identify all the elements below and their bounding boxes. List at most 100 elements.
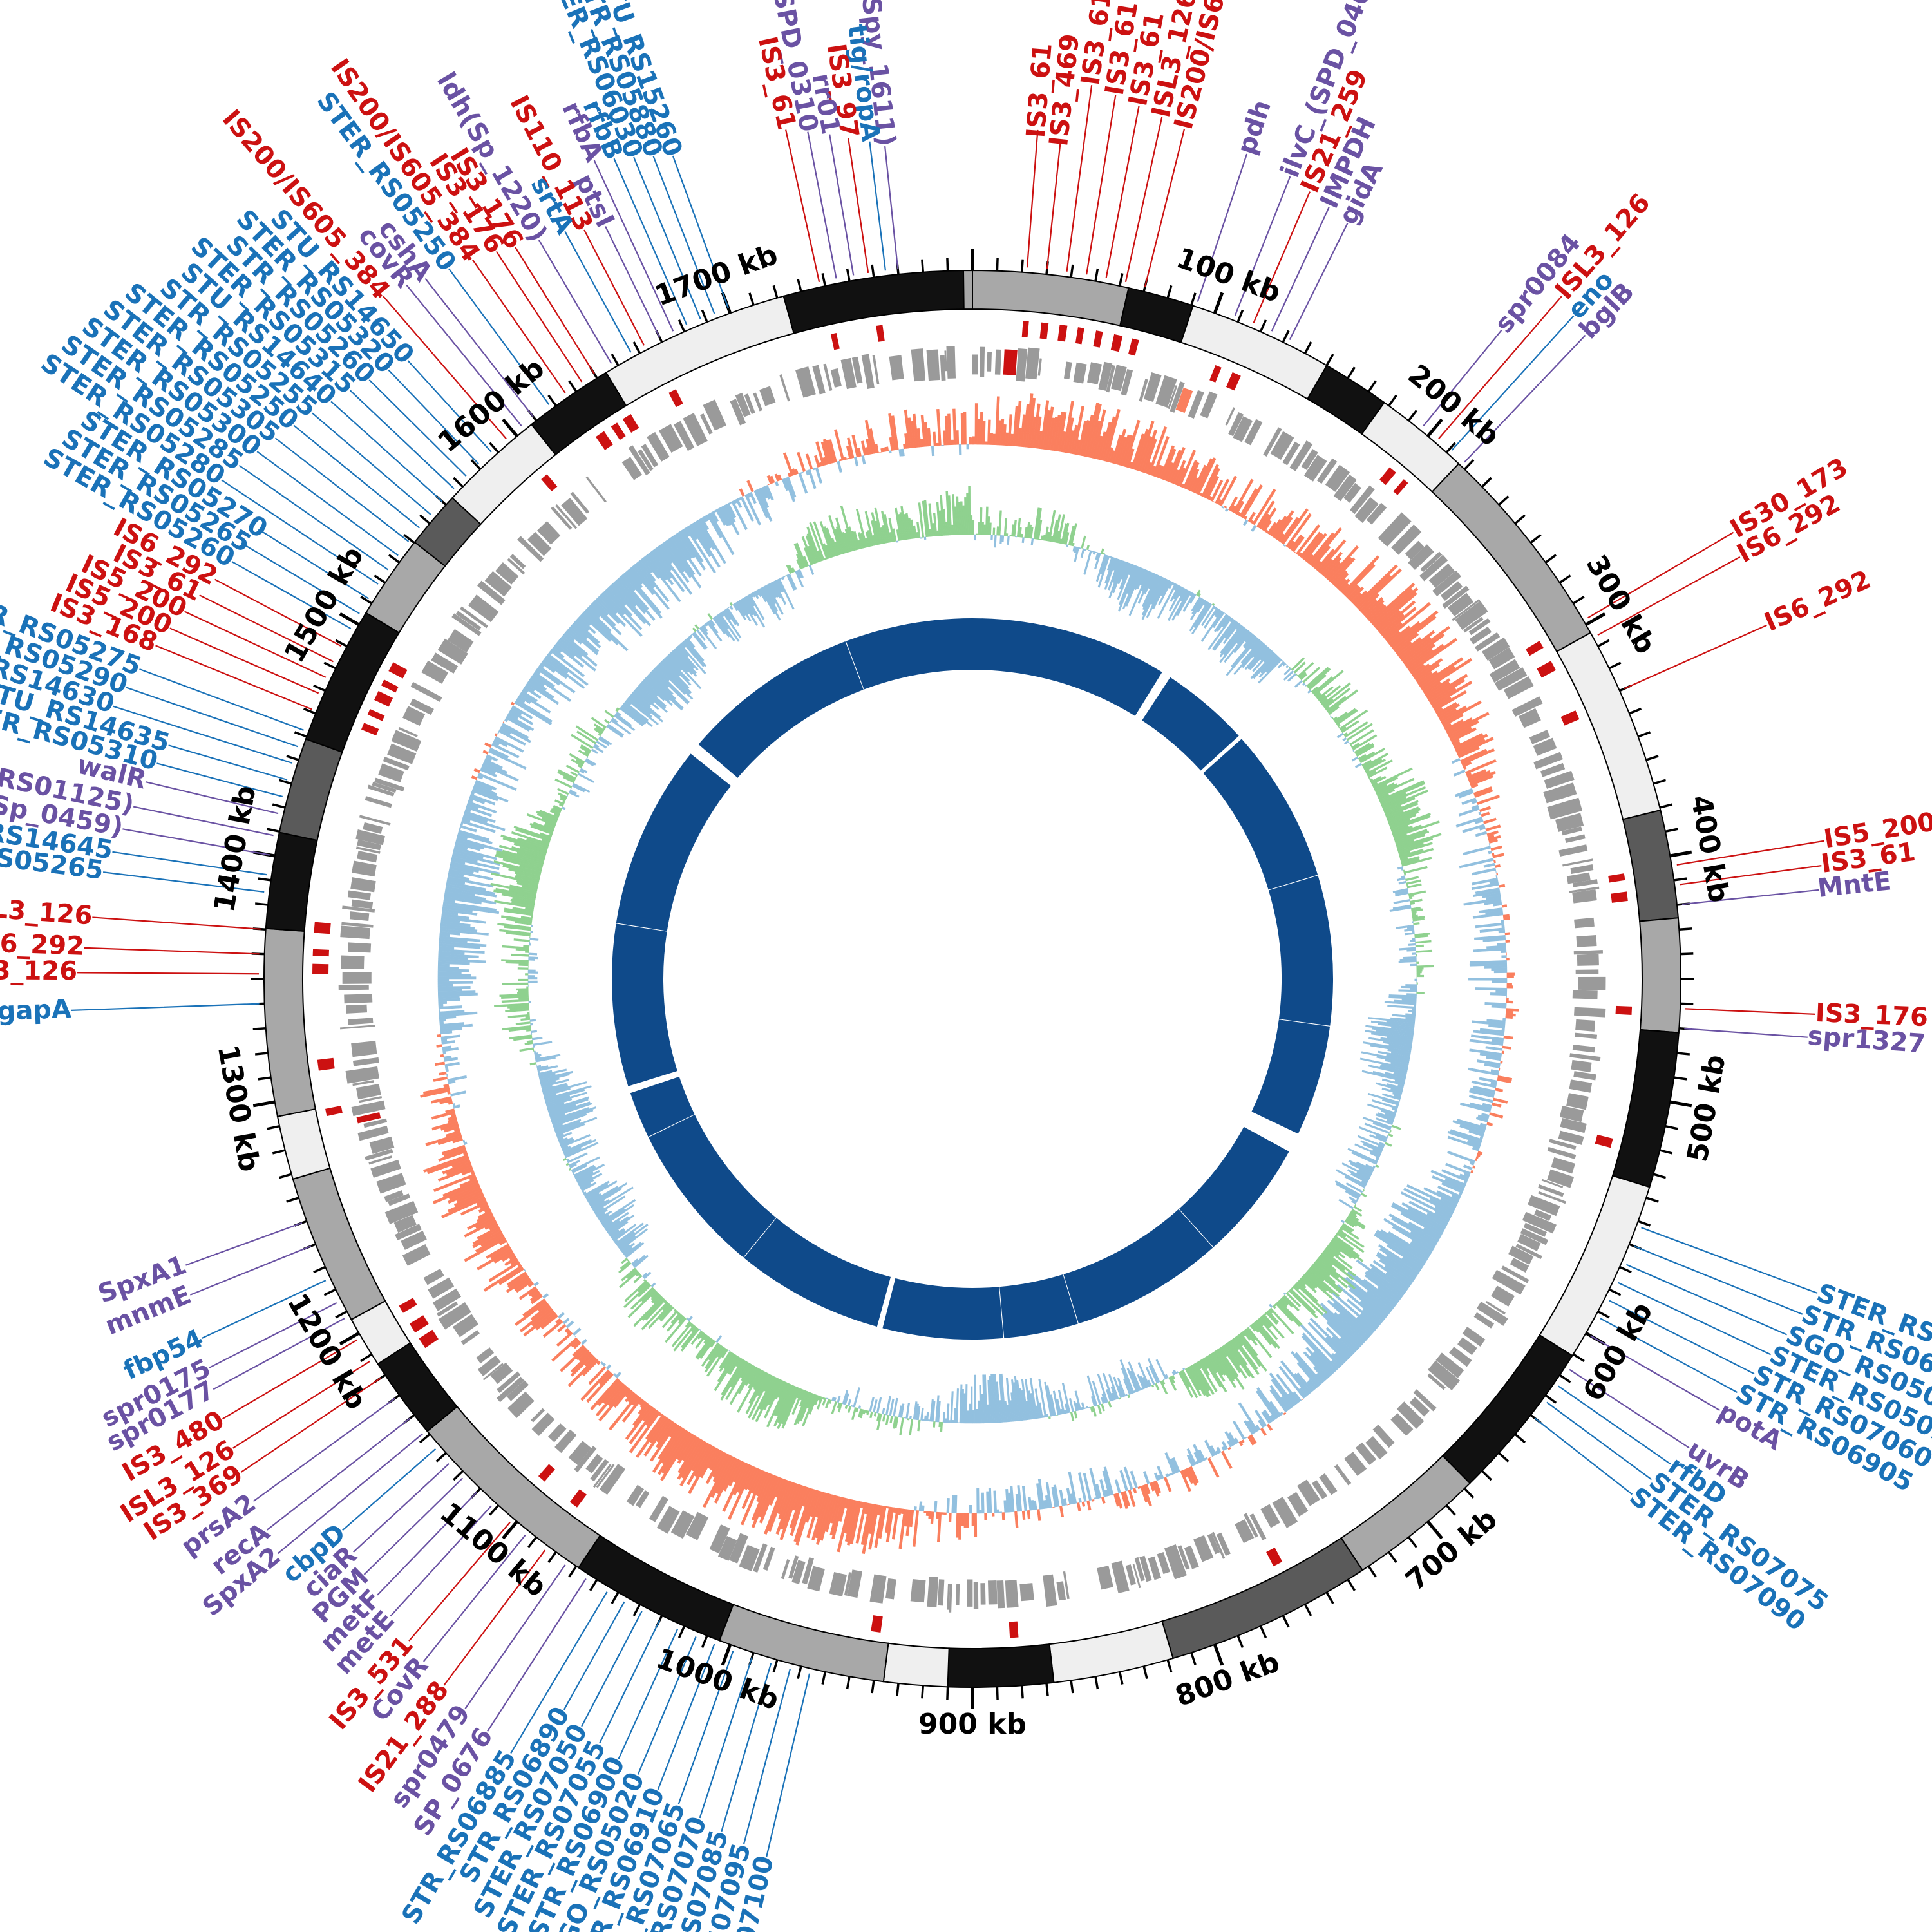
gc-skew-bar xyxy=(1403,1188,1454,1215)
gc-skew-bar xyxy=(1479,1135,1484,1140)
gc-content-bar xyxy=(1384,1059,1409,1066)
gc-skew-bar xyxy=(920,439,924,448)
label-leader-line xyxy=(581,1611,643,1727)
gc-content-bar xyxy=(699,627,717,649)
label-leader-line xyxy=(637,1636,697,1775)
gc-skew-bar xyxy=(1431,680,1473,707)
gc-skew-bar xyxy=(441,911,459,916)
gc-content-bar xyxy=(580,768,588,773)
gc-skew-bar xyxy=(889,437,894,451)
gc-skew-bar xyxy=(462,817,471,823)
gene-block xyxy=(570,491,590,514)
gc-content-bar xyxy=(1222,622,1240,645)
gc-skew-bar xyxy=(1467,1067,1499,1076)
gc-skew-bar xyxy=(437,966,459,970)
gc-skew-bar xyxy=(854,457,859,467)
axis-tick xyxy=(1638,731,1651,738)
gc-skew-bar xyxy=(438,949,485,954)
axis-tick xyxy=(1407,410,1417,422)
gc-content-bar xyxy=(686,637,696,649)
gene-block xyxy=(395,1224,422,1241)
gc-skew-bar xyxy=(535,669,541,675)
gc-skew-bar xyxy=(522,688,529,694)
gc-content-bar xyxy=(551,1106,597,1124)
gene-block xyxy=(1301,449,1318,470)
gc-content-bar xyxy=(1088,1406,1091,1408)
gc-skew-bar xyxy=(997,420,1001,446)
gc-skew-bar xyxy=(559,637,583,658)
gc-content-bar xyxy=(1145,1367,1155,1385)
gc-skew-bar xyxy=(434,1061,445,1066)
gc-content-bar xyxy=(987,1379,992,1423)
gc-skew-bar xyxy=(537,1302,549,1312)
gc-skew-bar xyxy=(589,603,622,636)
axis-tick xyxy=(996,1687,999,1700)
gc-content-bar xyxy=(893,1397,898,1417)
axis-tick xyxy=(1498,495,1510,506)
gc-content-bar xyxy=(1416,961,1419,964)
gc-content-bar xyxy=(614,1222,644,1245)
gc-content-bar xyxy=(1162,1378,1166,1381)
gc-content-bar xyxy=(650,1282,656,1288)
gene-block xyxy=(344,994,373,1004)
gc-skew-bar xyxy=(551,647,565,659)
gc-skew-bar xyxy=(1325,1327,1354,1356)
gc-skew-bar xyxy=(1121,1491,1128,1510)
gc-content-bar xyxy=(900,1403,905,1418)
gene-block xyxy=(1325,464,1350,492)
label-leader-line xyxy=(495,251,583,383)
gc-skew-bar xyxy=(1308,1379,1318,1390)
gc-content-bar xyxy=(1414,1004,1417,1007)
gc-skew-bar xyxy=(746,1467,759,1490)
gc-skew-bar xyxy=(586,1372,614,1403)
gc-content-bar xyxy=(837,1396,841,1403)
gc-skew-bar xyxy=(1313,1366,1327,1381)
gc-content-bar xyxy=(633,1274,643,1283)
gc-skew-bar xyxy=(600,1361,604,1365)
axis-tick-label: 800 kb xyxy=(1171,1645,1283,1713)
gc-skew-bar xyxy=(1247,511,1256,523)
gene-block xyxy=(452,1314,479,1338)
gene-block xyxy=(1572,889,1597,904)
gc-content-bar xyxy=(1048,1416,1051,1419)
gene-block xyxy=(1334,1464,1352,1486)
gc-skew-bar xyxy=(1180,483,1185,488)
gc-content-bar xyxy=(729,601,734,606)
gc-skew-bar xyxy=(1103,1466,1114,1495)
gc-content-bar xyxy=(1070,1412,1075,1421)
gc-skew-bar xyxy=(1363,596,1384,616)
gc-skew-bar xyxy=(805,1490,819,1523)
gc-skew-bar xyxy=(451,1159,471,1168)
gc-content-bar xyxy=(1388,996,1417,999)
gc-skew-bar xyxy=(484,1208,491,1213)
gc-skew-bar xyxy=(1443,723,1452,729)
gc-skew-bar xyxy=(862,1503,875,1555)
gc-skew-bar xyxy=(445,886,497,898)
label-leader-line xyxy=(353,1463,450,1553)
gc-skew-bar xyxy=(441,913,469,920)
gc-skew-bar xyxy=(602,1362,606,1367)
gc-skew-bar xyxy=(442,901,497,912)
gc-skew-bar xyxy=(469,796,486,804)
gc-skew-bar xyxy=(810,1490,820,1517)
gene-block xyxy=(1575,1019,1595,1032)
gc-skew-bar xyxy=(441,1196,486,1218)
gc-skew-bar xyxy=(1501,955,1507,958)
gc-skew-bar xyxy=(1463,1172,1470,1178)
gc-content-bar xyxy=(1090,1396,1096,1407)
gc-skew-bar xyxy=(907,417,914,448)
axis-tick xyxy=(1213,1643,1224,1666)
gc-content-bar xyxy=(1412,930,1415,933)
gene-block xyxy=(1134,1557,1145,1582)
gc-skew-bar xyxy=(1475,922,1505,929)
gc-skew-bar xyxy=(459,824,477,833)
gc-skew-bar xyxy=(844,1499,855,1534)
gc-content-bar xyxy=(1415,940,1432,944)
axis-tick xyxy=(1481,1470,1492,1481)
gc-content-bar xyxy=(1354,1143,1381,1157)
gc-skew-bar xyxy=(1459,1124,1485,1135)
gene-block xyxy=(447,629,474,653)
gene-block xyxy=(1063,361,1072,380)
axis-tick xyxy=(1530,534,1542,544)
label-leader-line xyxy=(113,705,293,764)
